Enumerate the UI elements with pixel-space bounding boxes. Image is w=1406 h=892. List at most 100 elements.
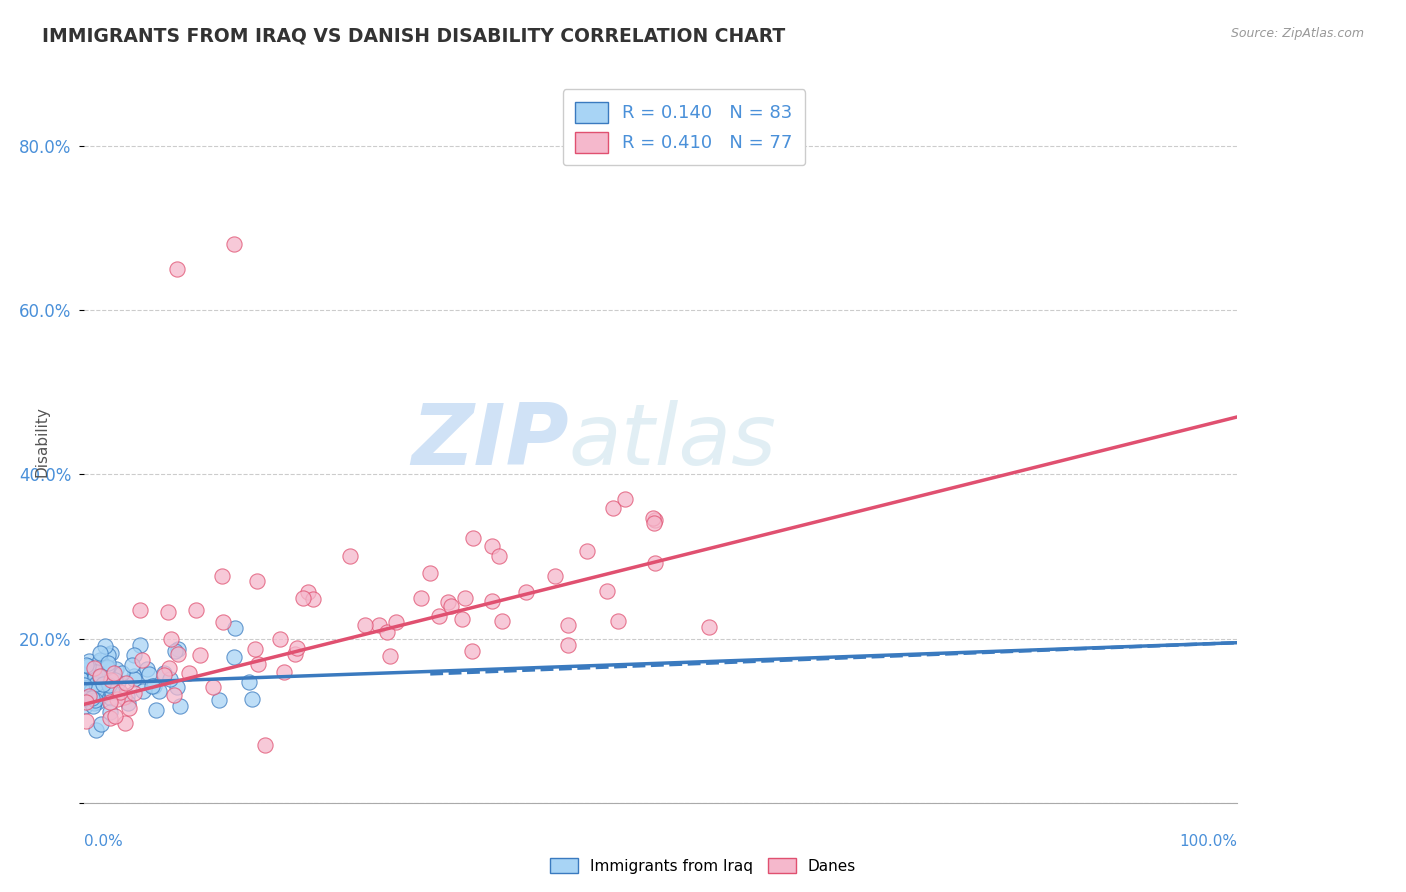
Point xyxy=(75,691,97,706)
Point xyxy=(491,614,513,628)
Point xyxy=(86,679,108,693)
Point xyxy=(118,701,141,715)
Point xyxy=(409,591,432,606)
Point xyxy=(104,673,127,687)
Point xyxy=(576,544,599,558)
Point xyxy=(460,644,482,658)
Legend: R = 0.140   N = 83, R = 0.410   N = 77: R = 0.140 N = 83, R = 0.410 N = 77 xyxy=(562,89,806,165)
Point xyxy=(273,665,295,680)
Point xyxy=(97,656,120,670)
Point xyxy=(644,556,666,570)
Point xyxy=(557,617,579,632)
Point xyxy=(246,574,269,588)
Point xyxy=(515,585,537,599)
Point xyxy=(121,658,143,673)
Point xyxy=(76,686,98,700)
Point xyxy=(77,658,100,673)
Point xyxy=(98,705,121,719)
Point xyxy=(110,685,132,699)
Point xyxy=(98,695,121,709)
Point xyxy=(211,615,233,630)
Point xyxy=(163,688,186,702)
Point xyxy=(141,679,163,693)
Point xyxy=(86,683,108,698)
Point xyxy=(544,568,567,582)
Point xyxy=(73,678,96,692)
Point xyxy=(84,677,107,691)
Point xyxy=(157,661,180,675)
Point xyxy=(115,689,138,703)
Point xyxy=(222,649,245,664)
Point xyxy=(166,680,188,694)
Point xyxy=(131,653,153,667)
Point xyxy=(112,690,135,704)
Point xyxy=(488,549,510,564)
Point xyxy=(699,620,721,634)
Point xyxy=(86,665,108,679)
Point xyxy=(641,511,664,525)
Point xyxy=(211,569,233,583)
Point xyxy=(644,513,666,527)
Point xyxy=(129,638,152,652)
Point xyxy=(152,665,174,680)
Point xyxy=(595,584,617,599)
Point xyxy=(284,647,307,661)
Point xyxy=(89,653,111,667)
Point xyxy=(157,605,180,619)
Point xyxy=(87,655,110,669)
Point xyxy=(100,711,122,725)
Point xyxy=(80,691,103,706)
Point xyxy=(339,549,361,564)
Point xyxy=(84,684,107,698)
Legend: Immigrants from Iraq, Danes: Immigrants from Iraq, Danes xyxy=(544,852,862,880)
Point xyxy=(384,615,406,630)
Point xyxy=(84,670,107,684)
Point xyxy=(602,500,624,515)
Point xyxy=(77,681,100,695)
Point xyxy=(104,709,127,723)
Point xyxy=(427,608,450,623)
Point xyxy=(131,683,153,698)
Point xyxy=(481,594,503,608)
Point xyxy=(100,673,122,688)
Point xyxy=(75,657,97,672)
Text: 100.0%: 100.0% xyxy=(1180,834,1237,849)
Point xyxy=(98,678,121,692)
Point xyxy=(104,662,127,676)
Point xyxy=(292,591,315,605)
Point xyxy=(96,661,118,675)
Point xyxy=(75,695,97,709)
Point xyxy=(94,639,117,653)
Point xyxy=(87,669,110,683)
Point xyxy=(166,262,188,277)
Point xyxy=(90,717,112,731)
Point xyxy=(245,641,267,656)
Point xyxy=(87,663,110,677)
Point xyxy=(557,638,579,652)
Point xyxy=(89,669,111,683)
Point xyxy=(145,703,167,717)
Point xyxy=(606,614,628,628)
Point xyxy=(86,723,108,737)
Point xyxy=(240,692,263,706)
Point xyxy=(148,683,170,698)
Point xyxy=(77,689,100,703)
Point xyxy=(84,693,107,707)
Point xyxy=(87,682,110,697)
Point xyxy=(83,665,105,680)
Point xyxy=(80,684,103,698)
Point xyxy=(440,599,463,613)
Point xyxy=(103,666,125,681)
Point xyxy=(481,540,503,554)
Point xyxy=(111,666,134,681)
Point xyxy=(114,676,136,690)
Point xyxy=(353,618,375,632)
Point xyxy=(122,686,145,700)
Point xyxy=(160,632,183,646)
Point xyxy=(169,698,191,713)
Point xyxy=(101,684,124,698)
Text: atlas: atlas xyxy=(568,400,776,483)
Point xyxy=(101,666,124,681)
Point xyxy=(152,668,174,682)
Text: 0.0%: 0.0% xyxy=(84,834,124,849)
